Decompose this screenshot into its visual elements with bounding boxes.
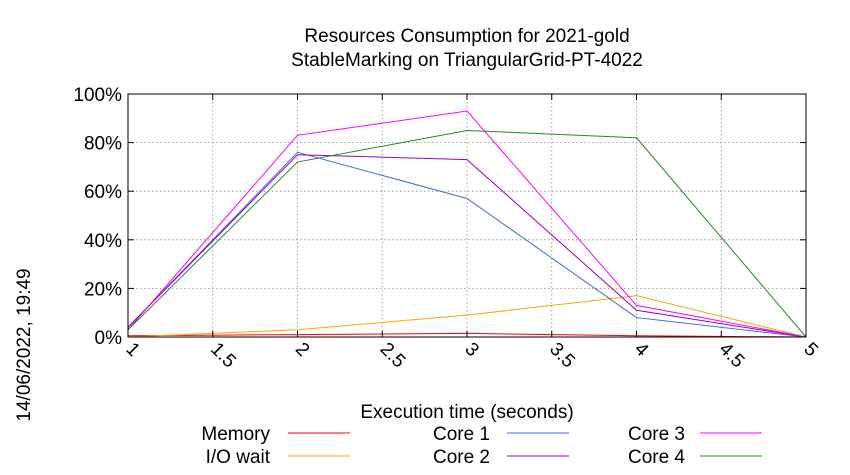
x-axis-ticks: 1 1.5 2 2.5 3 3.5 4 4.5 5 — [121, 94, 822, 373]
chart-title-line-1: Resources Consumption for 2021-gold — [304, 26, 629, 47]
y-tick-label: 80% — [84, 134, 122, 155]
legend-label-core-2: Core 2 — [433, 447, 490, 468]
x-tick-label: 2.5 — [376, 339, 410, 373]
x-tick-label: 3.5 — [545, 339, 579, 373]
x-tick-label: 5 — [799, 339, 821, 361]
legend-label-core-3: Core 3 — [628, 424, 685, 445]
y-tick-label: 20% — [84, 279, 122, 300]
plot-series — [127, 110, 807, 338]
x-tick-label: 1 — [121, 339, 143, 361]
y-tick-label: 40% — [84, 231, 122, 252]
y-tick-label: 100% — [73, 85, 122, 106]
x-axis-label: Execution time (seconds) — [360, 402, 573, 423]
x-tick-label: 3 — [460, 339, 482, 361]
series-line-core-3 — [127, 110, 807, 338]
legend-label-core-1: Core 1 — [433, 424, 490, 445]
series-line-i-o-wait — [127, 295, 807, 338]
x-tick-label: 4.5 — [715, 339, 749, 373]
x-tick-label: 1.5 — [206, 339, 240, 373]
timestamp-label: 14/06/2022, 19:49 — [14, 268, 35, 421]
legend-label-memory: Memory — [201, 424, 270, 445]
legend-label-i-o-wait: I/O wait — [206, 447, 271, 468]
series-line-core-2 — [127, 154, 807, 338]
y-axis-ticks: 0% 20% 40% 60% 80% 100% — [73, 85, 806, 349]
legend-label-core-4: Core 4 — [628, 447, 685, 468]
series-line-core-4 — [127, 129, 807, 338]
chart-title-line-2: StableMarking on TriangularGrid-PT-4022 — [291, 50, 643, 71]
x-tick-label: 4 — [630, 339, 653, 362]
x-tick-label: 2 — [291, 339, 313, 361]
series-line-core-1 — [127, 151, 807, 338]
y-tick-label: 0% — [95, 328, 123, 349]
y-tick-label: 60% — [84, 182, 122, 203]
